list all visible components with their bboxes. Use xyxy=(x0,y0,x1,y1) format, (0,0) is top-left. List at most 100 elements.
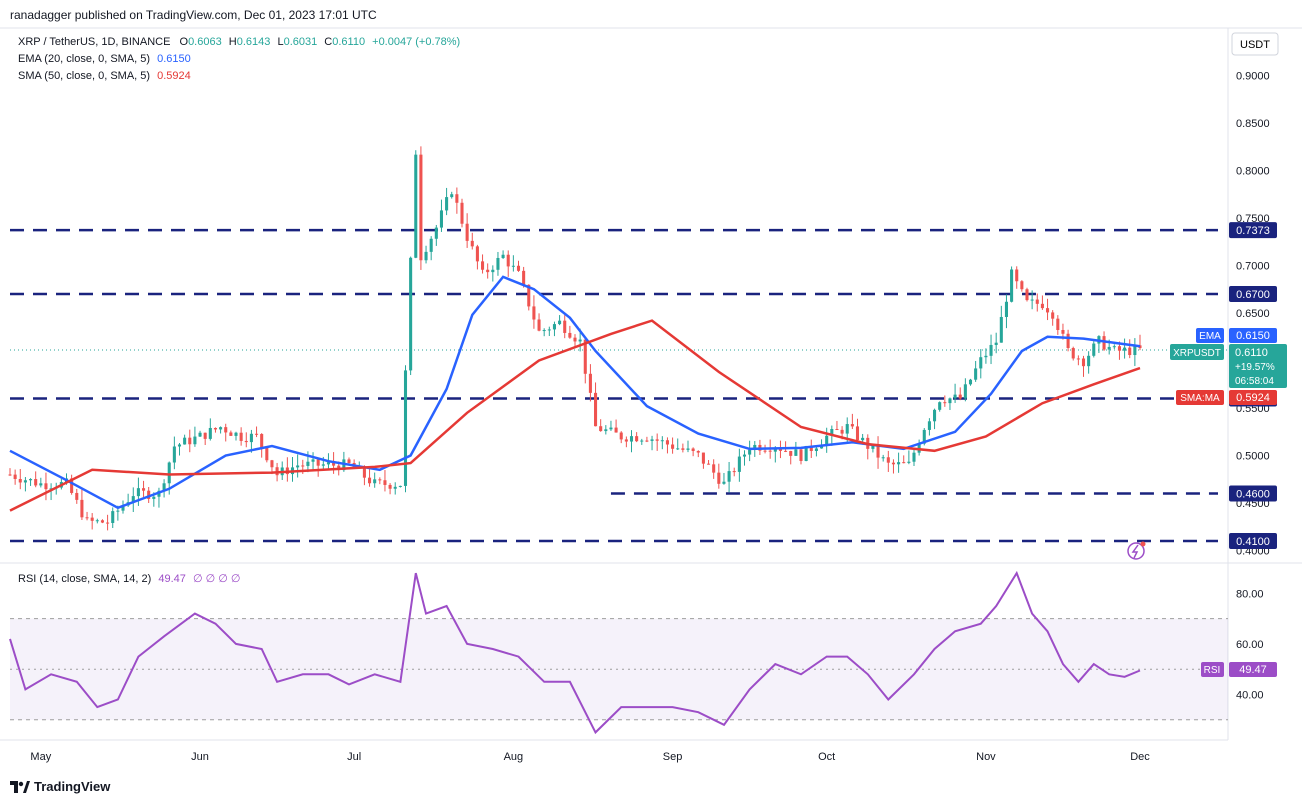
candle-body xyxy=(429,238,433,252)
price-tick: 0.7000 xyxy=(1236,261,1270,273)
candle-body xyxy=(825,435,829,445)
candle-body xyxy=(748,449,752,455)
currency-label: USDT xyxy=(1240,39,1270,51)
candle-body xyxy=(34,479,38,486)
candle-body xyxy=(563,320,567,333)
candle-body xyxy=(753,444,757,450)
candle-body xyxy=(475,246,479,262)
close-label: C xyxy=(324,36,333,48)
candle-body xyxy=(979,357,983,369)
candle-body xyxy=(835,429,839,431)
candle-body xyxy=(794,449,798,456)
price-tick: 0.7500 xyxy=(1236,213,1270,225)
candle-body xyxy=(1102,336,1106,350)
ema-tag-badge xyxy=(1196,328,1224,343)
candle-body xyxy=(814,448,818,452)
candle-body xyxy=(131,496,135,503)
ema20-line xyxy=(9,275,1141,510)
candle-body xyxy=(727,471,731,482)
candle-body xyxy=(768,450,772,452)
candle-body xyxy=(265,447,269,461)
candle-body xyxy=(773,448,777,452)
symbol-tag-badge xyxy=(1170,344,1224,360)
candle-body xyxy=(470,240,474,247)
month-tick: Jul xyxy=(347,751,361,763)
candle-body xyxy=(1030,299,1034,301)
candle-body xyxy=(537,319,541,331)
candle-body xyxy=(902,462,906,464)
symbol-title: XRP / TetherUS, 1D, BINANCE xyxy=(18,36,171,48)
candle-body xyxy=(80,499,84,518)
candle-body xyxy=(18,479,22,483)
symbol-legend[interactable]: XRP / TetherUS, 1D, BINANCE O0.6063 H0.6… xyxy=(18,36,460,48)
month-tick: Oct xyxy=(818,751,835,763)
price-tick: 0.8500 xyxy=(1236,118,1270,130)
candle-body xyxy=(491,269,495,273)
candle-body xyxy=(445,197,449,211)
candle-body xyxy=(501,254,505,258)
candle-body xyxy=(239,432,243,441)
candle-body xyxy=(696,450,700,453)
candle-body xyxy=(1133,345,1137,356)
candle-body xyxy=(532,306,536,320)
currency-box[interactable] xyxy=(1231,32,1279,56)
candle-body xyxy=(347,459,351,463)
price-tick: 0.5000 xyxy=(1236,451,1270,463)
price-change-pct: +19.57% xyxy=(1235,362,1275,373)
candle-body xyxy=(167,462,171,484)
candle-body xyxy=(301,465,305,467)
candle-body xyxy=(434,227,438,239)
candle-body xyxy=(439,210,443,228)
candle-body xyxy=(933,409,937,422)
candle-body xyxy=(886,457,890,463)
candle-body xyxy=(1081,358,1086,367)
rsi-tag-label: RSI xyxy=(1204,665,1221,676)
candle-body xyxy=(701,452,705,464)
candle-body xyxy=(1056,318,1060,330)
candle-body xyxy=(162,483,166,491)
tradingview-logo[interactable]: TradingView xyxy=(10,779,110,794)
candle-body xyxy=(1071,347,1075,359)
candle-body xyxy=(912,452,916,462)
rsi-legend[interactable]: RSI (14, close, SMA, 14, 2) 49.47 ∅ ∅ ∅ … xyxy=(18,572,240,585)
sma50-line xyxy=(9,319,1141,512)
month-tick: Sep xyxy=(663,751,683,763)
candle-body xyxy=(8,474,12,476)
rsi-legend-label: RSI (14, close, SMA, 14, 2) xyxy=(18,573,152,585)
tradingview-brand: TradingView xyxy=(34,779,111,794)
candle-body xyxy=(686,448,690,450)
sma-legend-label: SMA (50, close, 0, SMA, 5) xyxy=(18,70,151,82)
candle-body xyxy=(763,450,767,452)
candle-body xyxy=(260,434,264,448)
rsi-value-tag: 49.47 xyxy=(1239,664,1267,676)
candle-body xyxy=(111,511,115,524)
rsi-line xyxy=(9,570,1141,735)
candle-body xyxy=(552,324,556,330)
candle-body xyxy=(681,448,685,450)
candle-body xyxy=(326,462,330,465)
candle-body xyxy=(244,440,248,443)
candle-body xyxy=(809,446,813,452)
candle-body xyxy=(1112,346,1116,348)
ema-legend[interactable]: EMA (20, close, 0, SMA, 5) 0.6150 xyxy=(18,53,191,65)
candle-body xyxy=(676,448,680,450)
candle-body xyxy=(296,465,300,468)
candle-body xyxy=(332,462,336,466)
candle-body xyxy=(172,446,176,463)
candle-body xyxy=(511,265,515,267)
tradingview-logo-icon xyxy=(10,780,30,793)
candle-body xyxy=(691,448,695,451)
open-value: 0.6063 xyxy=(188,36,222,48)
candle-body xyxy=(968,379,973,385)
price-badge xyxy=(1229,344,1287,388)
level-tag-badge xyxy=(1229,222,1277,239)
candle-body xyxy=(830,429,834,436)
candle-body xyxy=(1123,347,1127,351)
candle-body xyxy=(455,194,459,203)
alert-icon[interactable] xyxy=(1127,541,1146,560)
candle-body xyxy=(650,439,654,441)
candle-body xyxy=(609,427,613,430)
sma-legend[interactable]: SMA (50, close, 0, SMA, 5) 0.5924 xyxy=(18,70,191,82)
